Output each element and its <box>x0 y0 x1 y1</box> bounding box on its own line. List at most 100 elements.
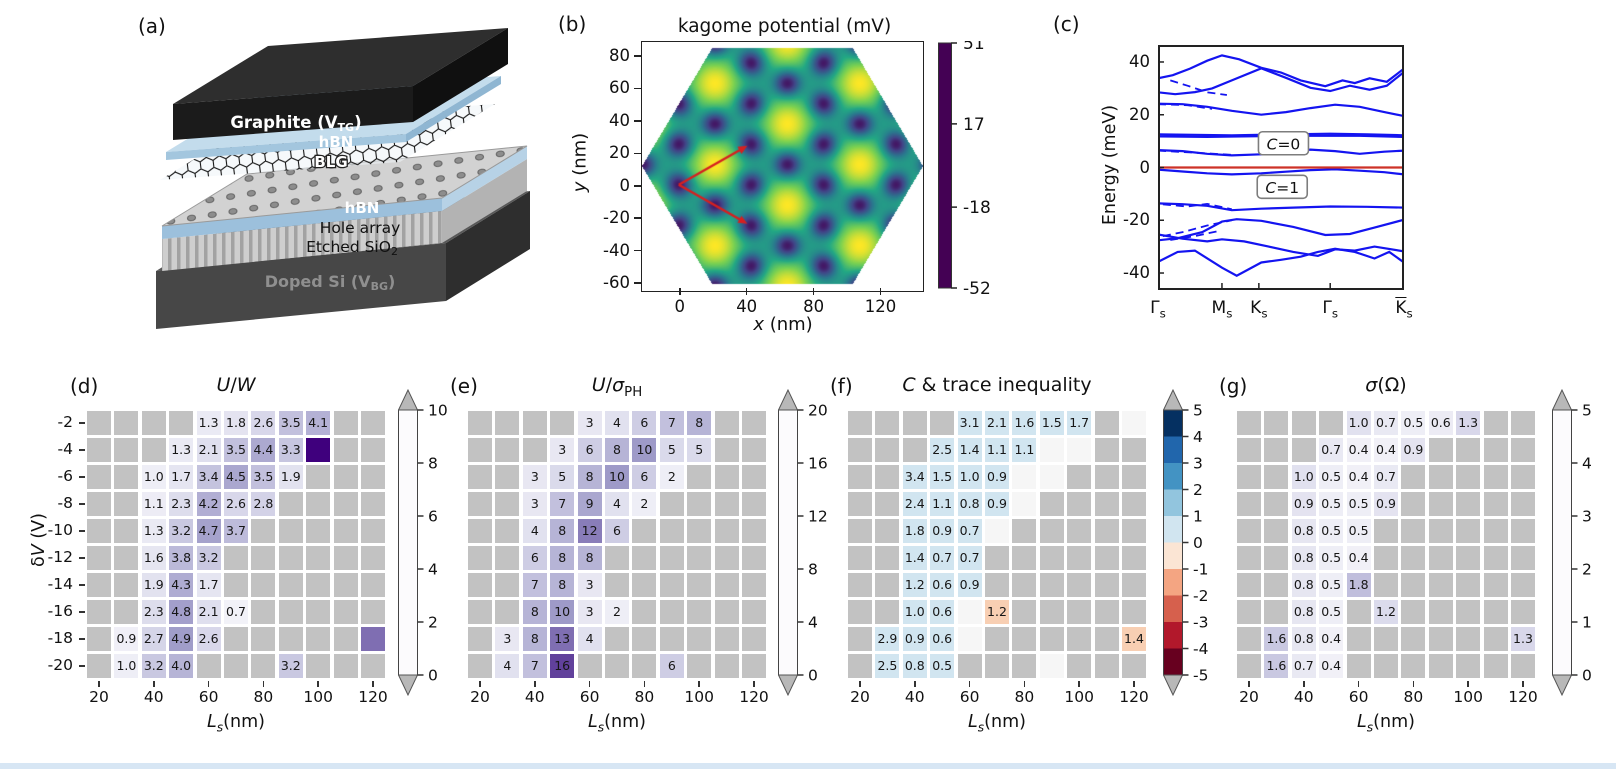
heatmap-cell <box>1122 600 1146 624</box>
xtick-label: 120 <box>358 688 388 706</box>
xtick-mark <box>98 681 100 687</box>
heatmap-cell <box>742 465 766 489</box>
kagome-xlabel: x (nm) <box>753 314 813 335</box>
ytick-mark <box>79 503 85 505</box>
heatmap-cell <box>87 600 111 624</box>
xtick-mark <box>753 681 755 687</box>
ytick-mark <box>79 476 85 478</box>
xtick-label: 60 <box>579 688 600 706</box>
heatmap-cell <box>1401 654 1426 678</box>
kagome-y-tick <box>634 282 641 284</box>
heatmap-cell <box>985 627 1009 651</box>
svg-text:0: 0 <box>1193 534 1203 552</box>
heatmap-cell <box>251 573 276 597</box>
heatmap-cell: 3.5 <box>251 465 276 489</box>
heatmap-cell: 0.6 <box>1428 411 1453 435</box>
heatmap-cell <box>114 438 139 462</box>
heatmap-cell: 1.1 <box>985 438 1009 462</box>
cell-value: 0.8 <box>1293 631 1314 646</box>
heatmap-cell: 3 <box>577 573 602 597</box>
cell-value: 4.0 <box>171 658 192 673</box>
heatmap-cell: 10 <box>550 600 575 624</box>
cell-value: 13 <box>554 631 571 646</box>
cell-value: 1.1 <box>932 496 953 511</box>
heatmap-cell <box>1067 492 1092 516</box>
heatmap-cell <box>306 654 331 678</box>
heatmap-cell <box>114 573 139 597</box>
heatmap-cell: 3.5 <box>224 438 248 462</box>
heatmap-cell <box>224 627 248 651</box>
heatmap-cell <box>1456 573 1481 597</box>
heatmap-cell <box>1122 465 1146 489</box>
heatmap-cell: 1.6 <box>1264 654 1289 678</box>
kagome-y-ticklabel: 0 <box>619 175 631 195</box>
heatmap-cell <box>1094 654 1119 678</box>
layer-graphite <box>173 28 508 140</box>
heatmap-cell <box>1122 411 1146 435</box>
cell-value: 4 <box>503 658 512 673</box>
cell-value: 0.8 <box>1293 523 1314 538</box>
cell-value: 1.0 <box>904 604 925 619</box>
heatmap-cell: 0.5 <box>1319 546 1344 570</box>
cell-value: 10 <box>554 604 571 619</box>
heatmap-cell <box>985 573 1009 597</box>
kagome-y-tick <box>634 249 641 252</box>
cell-value: 4.8 <box>171 604 192 619</box>
svg-text:6: 6 <box>428 508 438 526</box>
cell-value: 1.1 <box>143 496 164 511</box>
heatmap-cell <box>1094 519 1119 543</box>
heatmap-cell: 0.7 <box>957 519 982 543</box>
heatmap-cell <box>1374 654 1398 678</box>
heatmap-cell: 1.9 <box>141 573 166 597</box>
heatmap-cell <box>605 654 629 678</box>
heatmap-cell: 0.5 <box>1319 573 1344 597</box>
svg-text:17: 17 <box>963 115 985 135</box>
heatmap-cell <box>1401 519 1426 543</box>
cell-value: 2.1 <box>987 415 1007 430</box>
heatmap-cell <box>1122 519 1146 543</box>
cell-value: 1.3 <box>171 442 192 457</box>
cell-value: 4.3 <box>171 577 192 592</box>
panel-f-title: C & trace inequality <box>902 374 1092 396</box>
heatmap-cell <box>333 411 358 435</box>
xtick-mark <box>968 681 971 687</box>
cell-value: 1.5 <box>1041 415 1062 430</box>
heatmap-cell <box>714 600 739 624</box>
heatmap-cell: 3 <box>577 411 602 435</box>
heatmap-cell <box>468 573 492 597</box>
ytick-mark <box>79 422 85 424</box>
heatmap-cell <box>742 492 766 516</box>
xaxis-label: Ls(nm) <box>588 712 646 735</box>
cell-value: 0.4 <box>1348 550 1369 565</box>
heatmap-cell: 1.2 <box>985 600 1009 624</box>
heatmap-cell: 3.4 <box>902 465 927 489</box>
svg-text:0: 0 <box>808 667 818 685</box>
cell-value: 7 <box>530 577 539 592</box>
cell-value: 3 <box>503 631 512 646</box>
heatmap-cell: 1.6 <box>1264 627 1289 651</box>
heatmap-cell <box>1374 546 1398 570</box>
cell-value: 0.9 <box>1376 496 1396 511</box>
heatmap-cell <box>687 654 712 678</box>
ytick-mark <box>79 449 85 451</box>
heatmap-cell: 3.1 <box>957 411 982 435</box>
kagome-y-tick <box>634 152 641 155</box>
heatmap-cell <box>1012 492 1037 516</box>
band-x-ticklabel: Γs <box>1322 298 1339 321</box>
heatmap-cell <box>306 519 331 543</box>
heatmap-cell: 8 <box>577 465 602 489</box>
cell-value: 0.5 <box>932 658 953 673</box>
heatmap-cell <box>87 492 111 516</box>
heatmap-cell: 6 <box>632 411 657 435</box>
xtick-mark <box>1133 681 1135 687</box>
heatmap-cell <box>495 492 520 516</box>
cell-value: 2.3 <box>143 604 164 619</box>
cell-value: 3 <box>585 415 594 430</box>
heatmap-cell: 2.6 <box>224 492 248 516</box>
heatmap-cell <box>1456 600 1481 624</box>
panel-e-label: (e) <box>450 374 478 398</box>
cell-value: 2.4 <box>904 496 925 511</box>
heatmap-cell <box>306 546 331 570</box>
cell-value: 0.7 <box>959 550 980 565</box>
heatmap-cell <box>87 411 111 435</box>
